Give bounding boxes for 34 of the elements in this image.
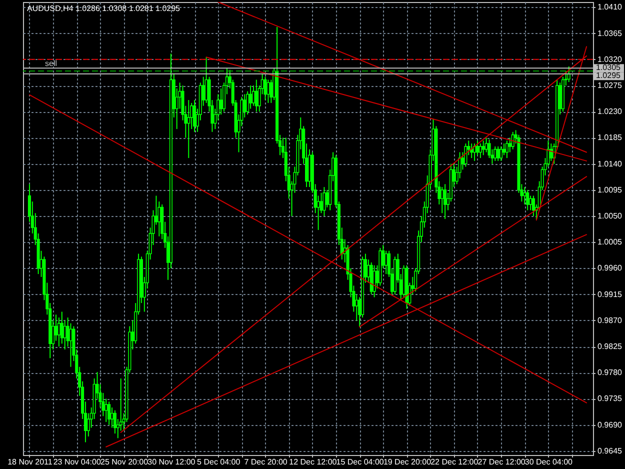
y-tick-label: 1.0050 — [598, 212, 623, 221]
x-tick-label: 12 Dec 12:00 — [289, 458, 338, 466]
y-tick-label: 1.0185 — [598, 133, 623, 142]
y-tick-label: 0.9825 — [598, 342, 623, 352]
x-tick-label: 5 Dec 04:00 — [197, 458, 241, 466]
y-tick-label: 1.0365 — [598, 28, 623, 38]
y-tick-label: 0.9960 — [598, 264, 623, 273]
ref-line-label: 1.0295 — [596, 71, 622, 80]
y-tick-label: 0.9870 — [598, 316, 623, 325]
y-tick-label: 1.0410 — [598, 2, 623, 12]
y-tick-label: 1.0320 — [598, 54, 623, 64]
y-tick-label: 1.0275 — [598, 81, 623, 90]
y-tick-label: 1.0005 — [598, 238, 623, 247]
x-tick-label: 27 Dec 12:00 — [478, 458, 526, 466]
x-tick-label: 19 Dec 20:00 — [383, 458, 432, 466]
x-tick-label: 7 Dec 20:00 — [244, 458, 288, 466]
y-tick-label: 1.0095 — [598, 185, 623, 194]
y-tick-label: 0.9735 — [598, 394, 623, 404]
ref-line-label: 1.0305 — [596, 63, 622, 72]
x-tick-label: 30 Dec 04:00 — [524, 458, 574, 466]
y-tick-label: 1.0230 — [598, 107, 623, 116]
x-tick-label: 25 Nov 20:00 — [100, 458, 149, 466]
x-tick-label: 22 Dec 12:00 — [430, 458, 479, 466]
x-tick-label: 18 Nov 2011 — [8, 458, 53, 466]
y-tick-label: 0.9690 — [598, 420, 623, 430]
x-tick-label: 30 Nov 12:00 — [148, 458, 196, 466]
y-tick-label: 1.0140 — [598, 159, 623, 168]
y-tick-label: 0.9915 — [598, 290, 623, 299]
y-tick-label: 0.9645 — [598, 446, 623, 456]
x-tick-label: 23 Nov 04:00 — [53, 458, 102, 466]
ref-line-label: sell — [45, 59, 58, 68]
chart-title: AUDUSD,H4 1.0286 1.0308 1.0281 1.0295 — [27, 4, 181, 13]
y-tick-label: 0.9780 — [598, 368, 623, 378]
x-tick-label: 15 Dec 04:00 — [336, 458, 384, 466]
